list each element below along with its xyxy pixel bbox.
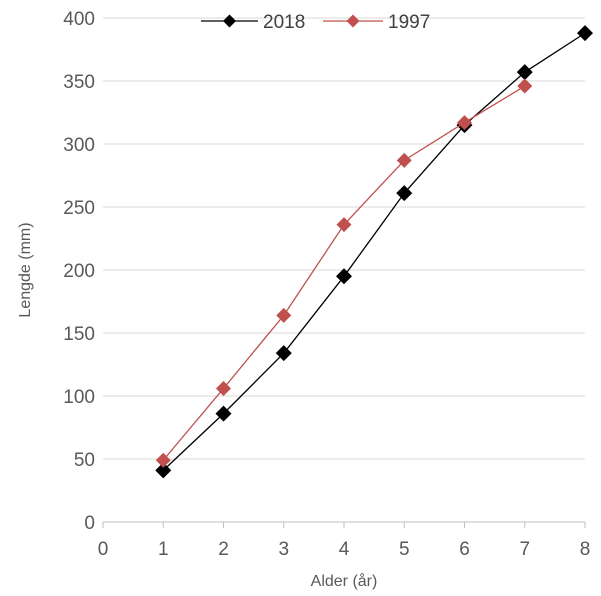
- legend-label: 2018: [263, 12, 305, 33]
- data-point: [336, 217, 352, 233]
- series-2018: [155, 25, 593, 479]
- data-point: [216, 380, 231, 396]
- axes: [102, 521, 586, 528]
- legend-marker: [223, 14, 236, 28]
- y-tick-label: 150: [63, 324, 95, 345]
- y-tick-label: 350: [63, 72, 95, 93]
- x-tick-label: 5: [399, 539, 410, 560]
- data-point: [577, 25, 593, 42]
- series-1997: [155, 78, 533, 468]
- series-group: [155, 25, 593, 479]
- data-point: [276, 307, 292, 323]
- legend-label: 1997: [388, 12, 430, 33]
- data-point: [215, 405, 232, 422]
- data-point: [155, 462, 172, 479]
- x-tick-label: 2: [218, 539, 229, 560]
- legend-item-1997: 1997: [323, 12, 430, 33]
- data-point: [155, 452, 171, 468]
- data-point: [516, 64, 533, 81]
- legend-item-2018: 2018: [201, 12, 305, 33]
- y-tick-label: 0: [84, 513, 95, 534]
- x-tick-label: 3: [278, 539, 289, 560]
- y-tick-label: 300: [63, 135, 95, 156]
- x-tick-label: 8: [580, 539, 591, 560]
- data-point: [275, 345, 292, 362]
- y-tick-label: 250: [63, 198, 95, 219]
- x-tick-label: 1: [158, 539, 169, 560]
- x-tick-label: 6: [459, 539, 470, 560]
- data-point: [396, 152, 412, 168]
- data-point: [336, 268, 352, 285]
- data-point: [457, 115, 472, 131]
- y-tick-label: 400: [63, 9, 95, 30]
- data-point: [396, 185, 413, 202]
- legend-marker: [346, 14, 360, 28]
- x-tick-label: 4: [339, 539, 350, 560]
- y-tick-label: 50: [74, 450, 95, 471]
- gridlines: [103, 17, 585, 460]
- legend: 2018 1997: [201, 12, 430, 33]
- x-tick-label: 0: [98, 539, 109, 560]
- x-tick-label: 7: [519, 539, 530, 560]
- y-axis-title: Lengde (mm): [17, 222, 34, 317]
- tick-labels: 0 50 100 150 200 250 300 350 400 0 1 2 3 4 5 6 7 8: [63, 9, 590, 560]
- series-line: [162, 32, 586, 471]
- y-tick-label: 200: [63, 261, 95, 282]
- data-point: [517, 78, 533, 94]
- y-tick-label: 100: [63, 387, 95, 408]
- x-axis-title: Alder (år): [311, 572, 378, 590]
